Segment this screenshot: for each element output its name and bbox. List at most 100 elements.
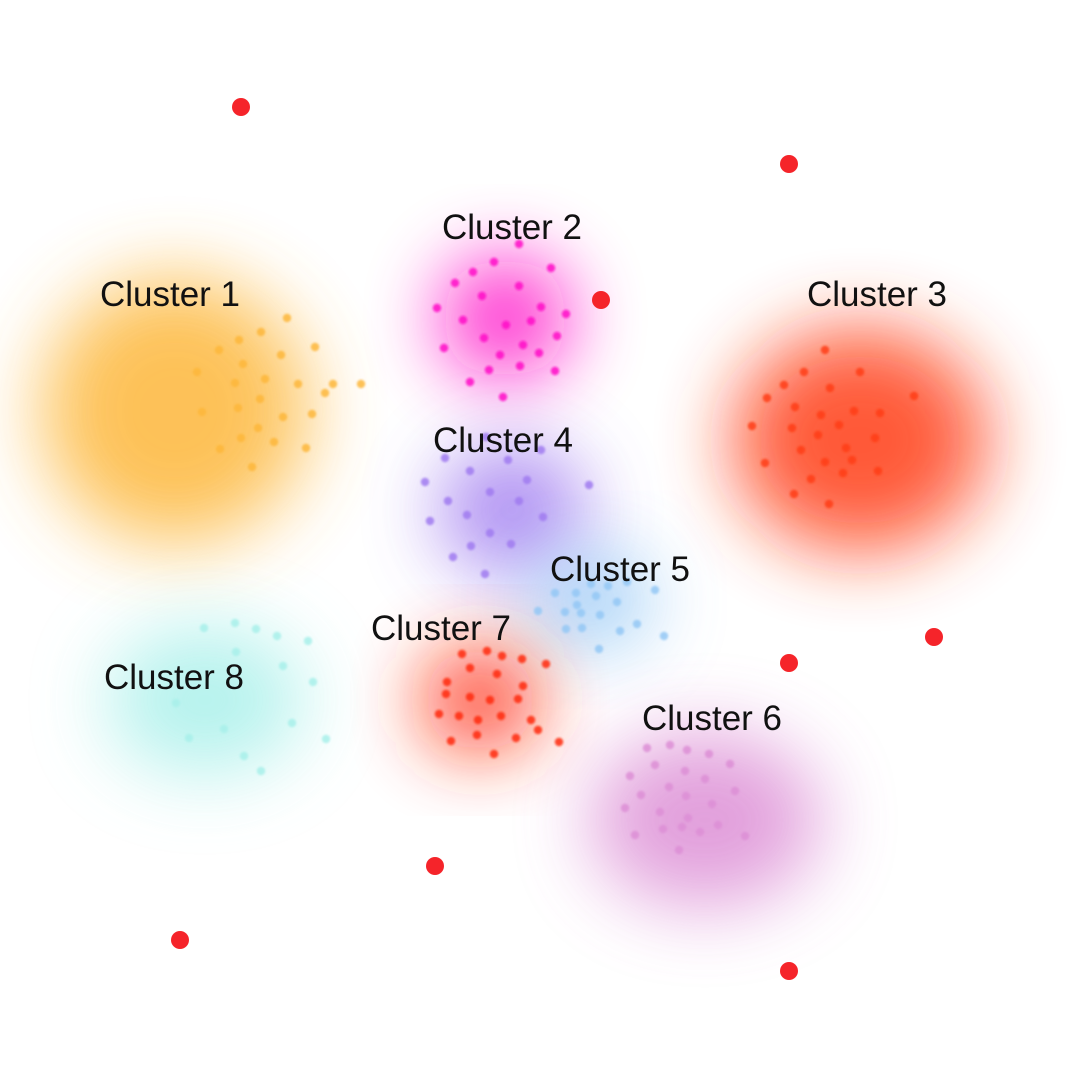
- cluster-6-point: [707, 799, 717, 809]
- cluster-1-point: [260, 374, 270, 384]
- cluster-5-point: [603, 581, 613, 591]
- cluster-1-point: [310, 342, 320, 352]
- cluster-6-point: [695, 827, 705, 837]
- cluster-6-point: [740, 831, 750, 841]
- cluster-5-point: [550, 588, 560, 598]
- cluster-2-point: [489, 257, 499, 267]
- outlier-point: [925, 628, 943, 646]
- cluster-5-point: [622, 577, 632, 587]
- cluster-3-point: [779, 380, 789, 390]
- cluster-7-point: [457, 649, 467, 659]
- cluster-3-point: [820, 345, 830, 355]
- cluster-4-label: Cluster 4: [433, 421, 573, 460]
- cluster-5-points: [533, 577, 669, 654]
- cluster-5-point: [577, 623, 587, 633]
- cluster-4-point: [485, 528, 495, 538]
- cluster-7-point: [472, 730, 482, 740]
- cluster-7-point: [496, 711, 506, 721]
- cluster-3-point: [838, 468, 848, 478]
- cluster-5-point: [572, 600, 582, 610]
- cluster-4-point: [425, 516, 435, 526]
- cluster-6-point: [725, 759, 735, 769]
- cluster-2-point: [534, 348, 544, 358]
- cluster-6-point: [677, 822, 687, 832]
- cluster-2-point: [536, 302, 546, 312]
- cluster-2-point: [450, 278, 460, 288]
- cluster-5-point: [594, 644, 604, 654]
- cluster-2-point: [468, 267, 478, 277]
- cluster-8-point: [321, 734, 331, 744]
- cluster-6-point: [630, 830, 640, 840]
- cluster-7-point: [442, 677, 452, 687]
- cluster-3-point: [789, 489, 799, 499]
- cluster-7-point: [513, 694, 523, 704]
- cluster-3-point: [825, 383, 835, 393]
- cluster-7-point: [554, 737, 564, 747]
- cluster-6-point: [681, 791, 691, 801]
- cluster-3-point: [834, 420, 844, 430]
- cluster-points-layer: [171, 239, 919, 855]
- cluster-4-point: [443, 496, 453, 506]
- cluster-1-point: [320, 388, 330, 398]
- cluster-6-point: [674, 845, 684, 855]
- cluster-2-point: [561, 309, 571, 319]
- cluster-6-point: [650, 760, 660, 770]
- cluster-4-point: [420, 477, 430, 487]
- cluster-1-point: [293, 379, 303, 389]
- cluster-4-point: [462, 510, 472, 520]
- cluster-1-label: Cluster 1: [100, 275, 240, 314]
- cluster-4-point: [480, 569, 490, 579]
- cluster-5-point: [533, 606, 543, 616]
- outlier-point: [592, 291, 610, 309]
- cluster-2-point: [501, 320, 511, 330]
- outlier-point: [780, 962, 798, 980]
- outlier-points-layer: [171, 98, 943, 980]
- cluster-3-point: [909, 391, 919, 401]
- cluster-4-point: [584, 480, 594, 490]
- outlier-point: [426, 857, 444, 875]
- cluster-1-point: [230, 378, 240, 388]
- cluster-4-point: [514, 496, 524, 506]
- cluster-1-point: [282, 313, 292, 323]
- cluster-2-point: [518, 340, 528, 350]
- cluster-1-glow: [41, 276, 309, 544]
- outlier-point: [780, 155, 798, 173]
- cluster-1-point: [328, 379, 338, 389]
- cluster-2-point: [439, 343, 449, 353]
- cluster-3-point: [849, 406, 859, 416]
- cluster-6-label: Cluster 6: [642, 699, 782, 738]
- cluster-7-point: [518, 681, 528, 691]
- cluster-1-point: [214, 345, 224, 355]
- cluster-7-point: [492, 669, 502, 679]
- cluster-2-point: [432, 303, 442, 313]
- cluster-7-point: [482, 646, 492, 656]
- cluster-4-point: [485, 487, 495, 497]
- cluster-8-point: [219, 724, 229, 734]
- cluster-3-point: [799, 367, 809, 377]
- cluster-8-points: [171, 618, 331, 776]
- cluster-2-point: [546, 263, 556, 273]
- cluster-5-point: [560, 607, 570, 617]
- cluster-4-point: [448, 552, 458, 562]
- cluster-7-point: [465, 692, 475, 702]
- cluster-2-point: [552, 331, 562, 341]
- cluster-2-point: [498, 392, 508, 402]
- cluster-3-point: [790, 402, 800, 412]
- cluster-1-point: [301, 443, 311, 453]
- cluster-3-point: [847, 455, 857, 465]
- cluster-6-point: [664, 782, 674, 792]
- cluster-7-point: [465, 663, 475, 673]
- cluster-4-point: [440, 453, 450, 463]
- cluster-1-point: [197, 407, 207, 417]
- cluster-5-point: [591, 591, 601, 601]
- outlier-point: [232, 98, 250, 116]
- cluster-6-point: [730, 786, 740, 796]
- cluster-4-point: [465, 466, 475, 476]
- cluster-7-point: [446, 736, 456, 746]
- cluster-6-point: [642, 743, 652, 753]
- cluster-7-point: [526, 715, 536, 725]
- cluster-1-point: [356, 379, 366, 389]
- cluster-3-point: [855, 367, 865, 377]
- cluster-6-point: [620, 803, 630, 813]
- cluster-1-point: [234, 335, 244, 345]
